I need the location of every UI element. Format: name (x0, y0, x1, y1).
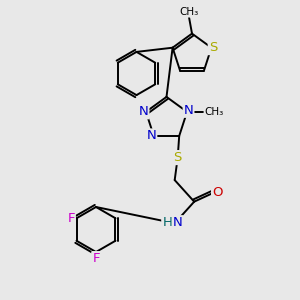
Text: F: F (68, 212, 75, 225)
Text: F: F (92, 252, 100, 265)
Text: N: N (139, 105, 148, 118)
Text: N: N (146, 130, 156, 142)
Text: S: S (209, 41, 217, 54)
Text: N: N (173, 216, 183, 229)
Text: O: O (212, 186, 223, 199)
Text: S: S (173, 151, 182, 164)
Text: H: H (162, 216, 172, 229)
Text: CH₃: CH₃ (204, 107, 224, 117)
Text: N: N (184, 104, 194, 117)
Text: CH₃: CH₃ (179, 7, 199, 17)
